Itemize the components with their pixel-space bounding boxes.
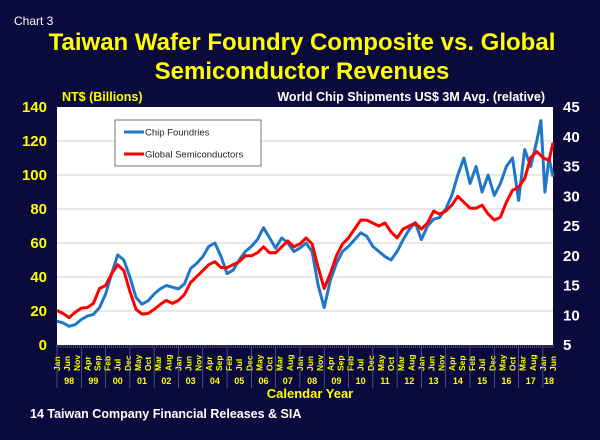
x-axis-label: Calendar Year bbox=[267, 386, 353, 401]
month-tick-label: Apr bbox=[325, 356, 335, 371]
right-tick-label: 35 bbox=[563, 159, 580, 176]
year-label: 17 bbox=[526, 376, 536, 386]
right-tick-label: 15 bbox=[563, 278, 580, 295]
year-label: 13 bbox=[429, 376, 439, 386]
month-tick-label: Feb bbox=[467, 356, 477, 371]
left-tick-label: 60 bbox=[30, 235, 47, 252]
year-label: 14 bbox=[453, 376, 463, 386]
series-line-chip-foundries bbox=[56, 119, 555, 328]
right-tick-label: 40 bbox=[563, 129, 580, 146]
legend: Chip Foundries Global Semiconductors bbox=[114, 119, 262, 167]
right-tick-label: 25 bbox=[563, 218, 580, 235]
year-label: 05 bbox=[234, 376, 244, 386]
series-line-global-semiconductors bbox=[56, 142, 555, 320]
chart-label: Chart 3 bbox=[14, 14, 54, 28]
right-tick-label: 5 bbox=[563, 337, 571, 354]
month-tick-label: Jun bbox=[184, 356, 194, 371]
month-tick-label: Apr bbox=[204, 356, 214, 371]
month-tick-label: Apr bbox=[82, 356, 92, 371]
month-tick-label: Sep bbox=[457, 355, 467, 371]
month-tick-label: Aug bbox=[163, 354, 173, 371]
month-tick-label: Jul bbox=[356, 359, 366, 371]
month-tick-label: Jun bbox=[305, 356, 315, 371]
month-tick-label: Nov bbox=[194, 355, 204, 371]
month-tick-label: Nov bbox=[315, 355, 325, 371]
month-tick-label: May bbox=[133, 354, 143, 371]
month-tick-label: Jul bbox=[234, 359, 244, 371]
left-tick-label: 40 bbox=[30, 269, 47, 286]
month-tick-label: Jul bbox=[113, 359, 123, 371]
year-label: 18 bbox=[544, 376, 554, 386]
year-label: 04 bbox=[210, 376, 220, 386]
month-tick-label: Jun bbox=[548, 356, 558, 371]
month-tick-label: Oct bbox=[508, 357, 518, 371]
year-label: 10 bbox=[356, 376, 366, 386]
month-tick-label: Jul bbox=[477, 359, 487, 371]
left-tick-label: 100 bbox=[22, 167, 47, 184]
month-tick-label: Mar bbox=[518, 355, 528, 371]
month-tick-label: Jun bbox=[427, 356, 437, 371]
month-tick-label: Jun bbox=[62, 356, 72, 371]
right-tick-label: 45 bbox=[563, 99, 580, 116]
year-label: 16 bbox=[501, 376, 511, 386]
left-tick-label: 80 bbox=[30, 201, 47, 218]
year-label: 98 bbox=[64, 376, 74, 386]
month-tick-label: Oct bbox=[386, 357, 396, 371]
right-axis-label: World Chip Shipments US$ 3M Avg. (relati… bbox=[277, 90, 545, 104]
left-tick-label: 20 bbox=[30, 303, 47, 320]
source-note: 14 Taiwan Company Financial Releases & S… bbox=[30, 407, 301, 421]
month-tick-label: Sep bbox=[214, 355, 224, 371]
month-tick-label: Aug bbox=[285, 354, 295, 371]
year-label: 00 bbox=[113, 376, 123, 386]
year-label: 06 bbox=[258, 376, 268, 386]
left-tick-label: 140 bbox=[22, 99, 47, 116]
month-tick-label: Oct bbox=[265, 357, 275, 371]
month-tick-label: Nov bbox=[72, 355, 82, 371]
year-label: 01 bbox=[137, 376, 147, 386]
month-tick-label: Mar bbox=[275, 355, 285, 371]
chart-title-line2: Semiconductor Revenues bbox=[155, 58, 450, 85]
month-tick-label: Dec bbox=[487, 355, 497, 371]
year-label: 12 bbox=[404, 376, 414, 386]
year-label: 11 bbox=[380, 376, 390, 386]
right-tick-label: 10 bbox=[563, 307, 580, 324]
month-tick-label: Mar bbox=[153, 355, 163, 371]
month-tick-label: Mar bbox=[396, 355, 406, 371]
month-tick-label: May bbox=[254, 354, 264, 371]
year-label: 99 bbox=[88, 376, 98, 386]
year-label: 02 bbox=[161, 376, 171, 386]
month-tick-label: Dec bbox=[244, 355, 254, 371]
month-tick-label: Dec bbox=[123, 355, 133, 371]
year-label: 03 bbox=[186, 376, 196, 386]
year-label: 07 bbox=[283, 376, 293, 386]
chart-title-line1: Taiwan Wafer Foundry Composite vs. Globa… bbox=[49, 29, 556, 56]
month-tick-label: Feb bbox=[224, 356, 234, 371]
month-tick-label: May bbox=[497, 354, 507, 371]
month-tick-label: Oct bbox=[143, 357, 153, 371]
month-tick-label: Aug bbox=[528, 354, 538, 371]
month-tick-label: Sep bbox=[92, 355, 102, 371]
left-tick-label: 120 bbox=[22, 133, 47, 150]
month-tick-label: Nov bbox=[437, 355, 447, 371]
month-tick-label: Aug bbox=[406, 354, 416, 371]
right-tick-label: 20 bbox=[563, 248, 580, 265]
month-tick-label: Feb bbox=[346, 356, 356, 371]
left-tick-label: 0 bbox=[39, 337, 47, 354]
right-tick-label: 30 bbox=[563, 188, 580, 205]
year-label: 09 bbox=[331, 376, 341, 386]
legend-label-global-semiconductors: Global Semiconductors bbox=[145, 150, 243, 161]
legend-label-chip-foundries: Chip Foundries bbox=[145, 128, 210, 139]
year-label: 15 bbox=[477, 376, 487, 386]
year-label: 08 bbox=[307, 376, 317, 386]
left-axis-label: NT$ (Billions) bbox=[62, 90, 143, 104]
month-tick-label: Dec bbox=[366, 355, 376, 371]
month-tick-label: Apr bbox=[447, 356, 457, 371]
month-tick-label: Feb bbox=[103, 356, 113, 371]
month-tick-label: May bbox=[376, 354, 386, 371]
month-tick-label: Sep bbox=[335, 355, 345, 371]
